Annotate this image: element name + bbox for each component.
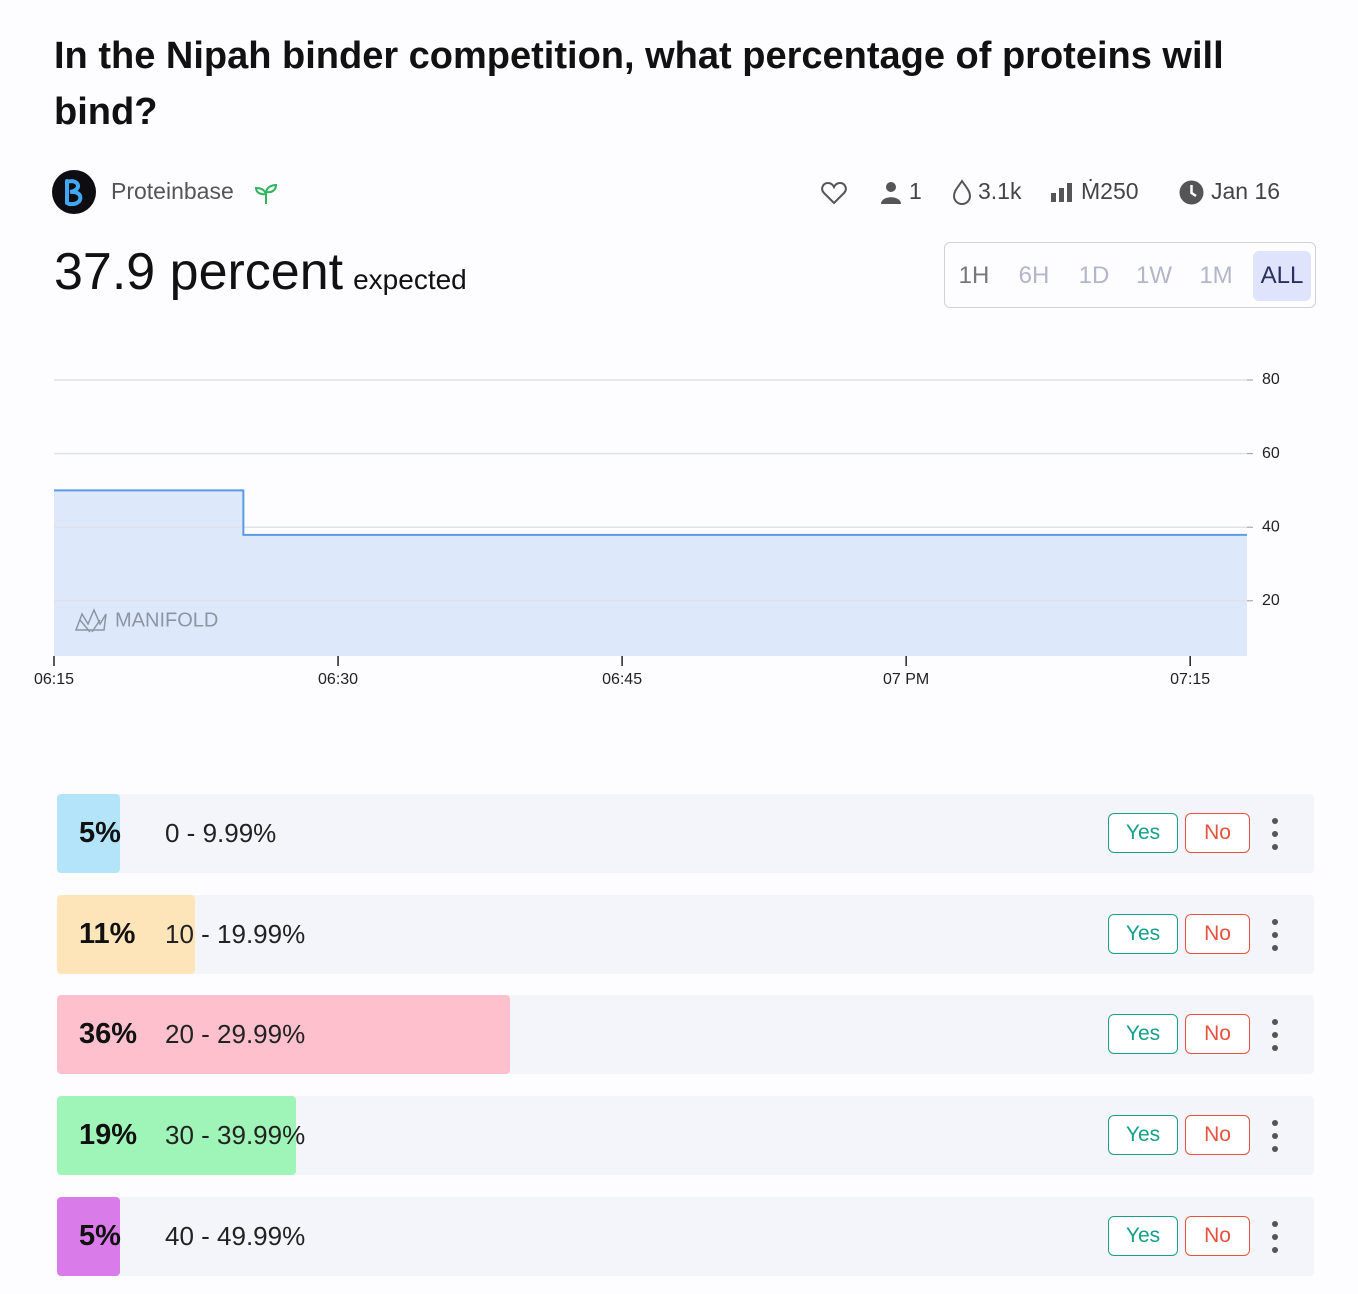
probability-label: 36% — [79, 1018, 138, 1050]
time-range-button[interactable]: 1H — [958, 262, 990, 289]
traders-icon — [881, 182, 901, 204]
liquidity: Ṁ250 — [1081, 178, 1139, 204]
yes-button[interactable]: Yes — [1108, 1216, 1178, 1256]
area — [54, 490, 1247, 656]
more-menu[interactable] — [1265, 1220, 1285, 1254]
creator-avatar[interactable] — [52, 170, 96, 214]
watermark-logo — [74, 608, 107, 633]
probability-bar — [57, 1197, 120, 1276]
expected-label: expected — [353, 264, 467, 295]
like-button[interactable] — [820, 180, 848, 206]
time-range-button[interactable]: 1M — [1199, 262, 1233, 289]
close-date-icon — [1179, 180, 1204, 205]
more-icon — [1272, 1019, 1278, 1051]
market-title: In the Nipah binder competition, what pe… — [54, 35, 1224, 133]
x-tick-label: 07 PM — [883, 671, 929, 688]
expected-value: 37.9 percent expected — [54, 242, 467, 302]
answer-label: 0 - 9.99% — [165, 818, 277, 848]
no-button[interactable]: No — [1185, 1014, 1250, 1054]
creator-name[interactable]: Proteinbase — [111, 178, 234, 204]
yes-button[interactable]: Yes — [1108, 1014, 1178, 1054]
expected-number: 37.9 percent — [54, 243, 344, 301]
more-menu[interactable] — [1265, 1119, 1285, 1153]
line — [54, 489, 1247, 536]
y-tick-label: 80 — [1262, 371, 1280, 388]
no-button[interactable]: No — [1185, 813, 1250, 853]
y-tick-label: 60 — [1262, 445, 1280, 462]
yes-button[interactable]: Yes — [1108, 1115, 1178, 1155]
probability-label: 5% — [79, 1220, 121, 1252]
x-tick-label: 06:15 — [34, 671, 74, 688]
probability-bar — [57, 1096, 296, 1175]
more-menu[interactable] — [1265, 1018, 1285, 1052]
more-icon — [1272, 1120, 1278, 1152]
answer-row: 36% 20 - 29.99% Yes No — [57, 995, 1314, 1074]
more-menu[interactable] — [1265, 918, 1285, 952]
answer-row: 19% 30 - 39.99% Yes No — [57, 1096, 1314, 1175]
probability-chart: 20 40 60 80 06:15 06:30 06:45 07 PM 07:15 MANIFOL… — [34, 371, 1280, 688]
probability-label: 5% — [79, 817, 121, 849]
y-tick-label: 40 — [1262, 518, 1280, 535]
probability-bar — [57, 995, 510, 1074]
x-tick-label: 07:15 — [1170, 671, 1210, 688]
time-range-selector: 1H 6H 1D 1W 1M ALL — [944, 242, 1316, 308]
no-button[interactable]: No — [1185, 914, 1250, 954]
time-range-button[interactable]: 1W — [1136, 262, 1172, 289]
more-icon — [1272, 818, 1278, 850]
probability-bar — [57, 895, 196, 974]
no-button[interactable]: No — [1185, 1115, 1250, 1155]
answer-label: 10 - 19.99% — [165, 919, 306, 949]
y-tick-label: 20 — [1262, 592, 1280, 609]
time-range-button[interactable]: 1D — [1078, 262, 1110, 289]
more-icon — [1272, 919, 1278, 951]
close-date: Jan 16 — [1211, 178, 1281, 204]
more-menu[interactable] — [1265, 817, 1285, 851]
answer-label: 30 - 39.99% — [165, 1120, 306, 1150]
yes-button[interactable]: Yes — [1108, 813, 1178, 853]
answer-row: 11% 10 - 19.99% Yes No — [57, 895, 1314, 974]
answer-label: 20 - 29.99% — [165, 1019, 306, 1049]
new-user-icon — [254, 183, 278, 204]
probability-label: 19% — [79, 1119, 138, 1151]
probability-bar — [57, 794, 120, 873]
volume-icon — [952, 179, 972, 205]
liquidity-icon — [1051, 183, 1072, 202]
probability-label: 11% — [79, 918, 136, 950]
volume: 3.1k — [978, 178, 1022, 204]
more-icon — [1272, 1221, 1278, 1253]
x-tick-label: 06:30 — [318, 671, 358, 688]
yes-button[interactable]: Yes — [1108, 914, 1178, 954]
watermark: MANIFOLD — [115, 609, 218, 631]
x-tick-label: 06:45 — [602, 671, 642, 688]
traders-count: 1 — [909, 178, 922, 204]
time-range-button[interactable]: ALL — [1253, 251, 1311, 301]
answer-row: 5% 0 - 9.99% Yes No — [57, 794, 1314, 873]
time-range-button[interactable]: 6H — [1018, 262, 1050, 289]
no-button[interactable]: No — [1185, 1216, 1250, 1256]
answer-label: 40 - 49.99% — [165, 1221, 306, 1251]
answer-row: 5% 40 - 49.99% Yes No — [57, 1197, 1314, 1276]
